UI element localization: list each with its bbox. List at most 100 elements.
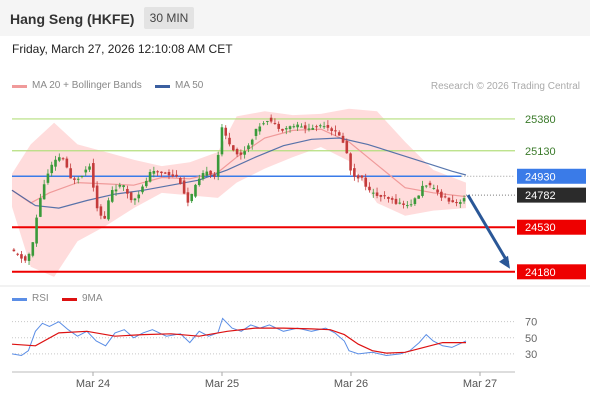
candle-body [428, 182, 432, 186]
candle-body [186, 192, 190, 203]
candle-body [296, 124, 299, 128]
rsi-ma-legend-label: 9MA [82, 293, 103, 304]
candle-body [379, 194, 383, 197]
candle-body [254, 128, 258, 136]
candle-body [250, 139, 254, 145]
candle-body [330, 128, 333, 131]
candle-body [80, 175, 84, 177]
candle-body [243, 151, 246, 155]
ma20-legend-swatch [12, 85, 27, 88]
timeframe-badge[interactable]: 30 MIN [144, 7, 194, 29]
rsi-tick-label: 70 [525, 317, 537, 329]
candle-body [23, 256, 27, 261]
candle-body [190, 193, 193, 202]
candle-body [462, 198, 466, 202]
candle-body [368, 186, 371, 191]
ma50-line [11, 137, 467, 209]
candle-body [84, 169, 88, 173]
candle-body [65, 158, 69, 168]
candle-body [273, 122, 277, 124]
candle-body [387, 196, 390, 199]
candle-body [421, 185, 424, 196]
x-axis-tick-label: Mar 26 [334, 378, 368, 390]
ma20-legend-label: MA 20 + Bollinger Bands [32, 80, 142, 91]
candle-body [175, 174, 178, 177]
rsi-legend-swatch [12, 298, 27, 301]
candle-body [69, 168, 72, 179]
rsi-ma-legend-swatch [62, 298, 77, 301]
candle-body [205, 171, 209, 176]
candle-body [57, 157, 61, 161]
ma50-legend-label: MA 50 [175, 80, 204, 91]
candle-body [201, 173, 205, 180]
candle-body [126, 188, 129, 194]
level-label-last: 24782 [525, 190, 556, 202]
candle-body [262, 123, 265, 125]
candle-body [27, 253, 31, 261]
candle-body [345, 141, 349, 154]
header-bar: Hang Seng (HKFE) 30 MIN [0, 0, 590, 36]
candle-body [300, 126, 303, 128]
candle-body [167, 172, 171, 176]
candle-body [39, 198, 42, 217]
candle-body [137, 194, 141, 199]
candle-body [144, 180, 148, 187]
candle-body [394, 198, 398, 204]
candle-body [288, 126, 292, 129]
x-axis-tick-label: Mar 25 [205, 378, 239, 390]
candle-body [12, 249, 16, 252]
level-badge-pivot [517, 168, 586, 184]
candle-body [114, 189, 118, 192]
rsi-line [11, 317, 467, 357]
candle-body [402, 203, 405, 205]
candle-body [409, 204, 413, 206]
candle-body [353, 168, 356, 177]
candle-body [228, 137, 231, 145]
candle-body [322, 126, 326, 128]
candle-body [99, 206, 103, 216]
candle-body [209, 170, 212, 175]
candle-body [360, 175, 364, 178]
candle-body [334, 130, 337, 132]
candle-body [61, 158, 65, 160]
candle-body [224, 127, 228, 136]
forecast-arrow-head [499, 255, 510, 269]
level-label-support: 24530 [525, 222, 556, 234]
candle-body [213, 174, 216, 177]
candle-body [349, 153, 352, 171]
candle-body [269, 117, 273, 122]
candle-body [163, 172, 167, 174]
candle-body [443, 196, 447, 198]
candle-body [20, 254, 23, 259]
candle-body [160, 171, 163, 174]
candle-body [432, 187, 436, 189]
candle-body [315, 126, 318, 128]
candle-body [356, 175, 360, 179]
candle-body [383, 195, 386, 197]
candle-body [319, 125, 322, 127]
candle-body [232, 145, 235, 151]
candle-body [129, 192, 133, 201]
rsi-tick-label: 30 [525, 349, 537, 361]
candle-body [73, 178, 76, 180]
candle-body [451, 200, 455, 203]
candle-body [148, 171, 152, 182]
candle-body [220, 127, 224, 155]
forecast-arrow-shaft [466, 194, 510, 264]
candle-body [277, 123, 281, 129]
candle-body [390, 198, 394, 200]
candle-body [42, 184, 46, 200]
candle-body [303, 125, 307, 129]
candle-body [371, 192, 375, 194]
candle-body [110, 190, 114, 202]
candle-body [107, 200, 110, 220]
rsi-tick-label: 50 [525, 333, 537, 345]
candle-body [284, 128, 288, 130]
candle-body [436, 189, 439, 193]
candle-body [103, 215, 106, 219]
x-axis-tick-label: Mar 24 [76, 378, 110, 390]
bollinger-band-fill [12, 108, 466, 277]
candle-body [440, 191, 443, 198]
